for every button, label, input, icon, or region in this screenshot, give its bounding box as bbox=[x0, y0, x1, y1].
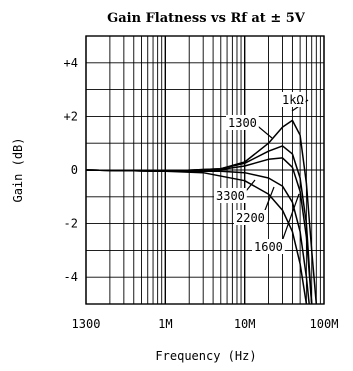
label-background bbox=[252, 239, 285, 254]
x-axis-label: Frequency (Hz) bbox=[155, 349, 256, 363]
label-leader bbox=[279, 193, 300, 248]
curve-label: 1300 bbox=[228, 116, 257, 130]
label-background bbox=[280, 92, 306, 107]
y-axis-label: Gain (dB) bbox=[11, 137, 25, 202]
series-line bbox=[85, 119, 318, 305]
y-tick-label: 0 bbox=[71, 163, 78, 177]
chart-title: Gain Flatness vs Rf at ± 5V bbox=[107, 11, 306, 26]
x-tick-label: 100M bbox=[310, 317, 339, 331]
y-tick-label: -2 bbox=[64, 217, 78, 231]
series-line bbox=[85, 169, 310, 305]
curve-label: 2200 bbox=[236, 211, 265, 225]
label-background bbox=[214, 188, 247, 203]
curve-labels: 1kΩ 1300 3300 2200 1600 bbox=[214, 92, 309, 254]
label-background bbox=[226, 115, 259, 130]
y-tick-label: +4 bbox=[64, 56, 78, 70]
ticks: 1300 1M 10M 100M +4 +2 0 -2 -4 bbox=[64, 56, 339, 331]
x-tick-label: 1300 bbox=[72, 317, 101, 331]
curves bbox=[85, 119, 318, 305]
curve-label: 1600 bbox=[254, 240, 283, 254]
x-tick-label: 10M bbox=[234, 317, 256, 331]
label-background bbox=[234, 210, 267, 225]
curve-label: 3300 bbox=[216, 189, 245, 203]
series-line bbox=[85, 169, 308, 305]
y-tick-label: +2 bbox=[64, 109, 78, 123]
series-line bbox=[85, 157, 313, 305]
curve-label: 1kΩ bbox=[282, 93, 304, 107]
x-tick-label: 1M bbox=[158, 317, 172, 331]
y-tick-label: -4 bbox=[64, 270, 78, 284]
